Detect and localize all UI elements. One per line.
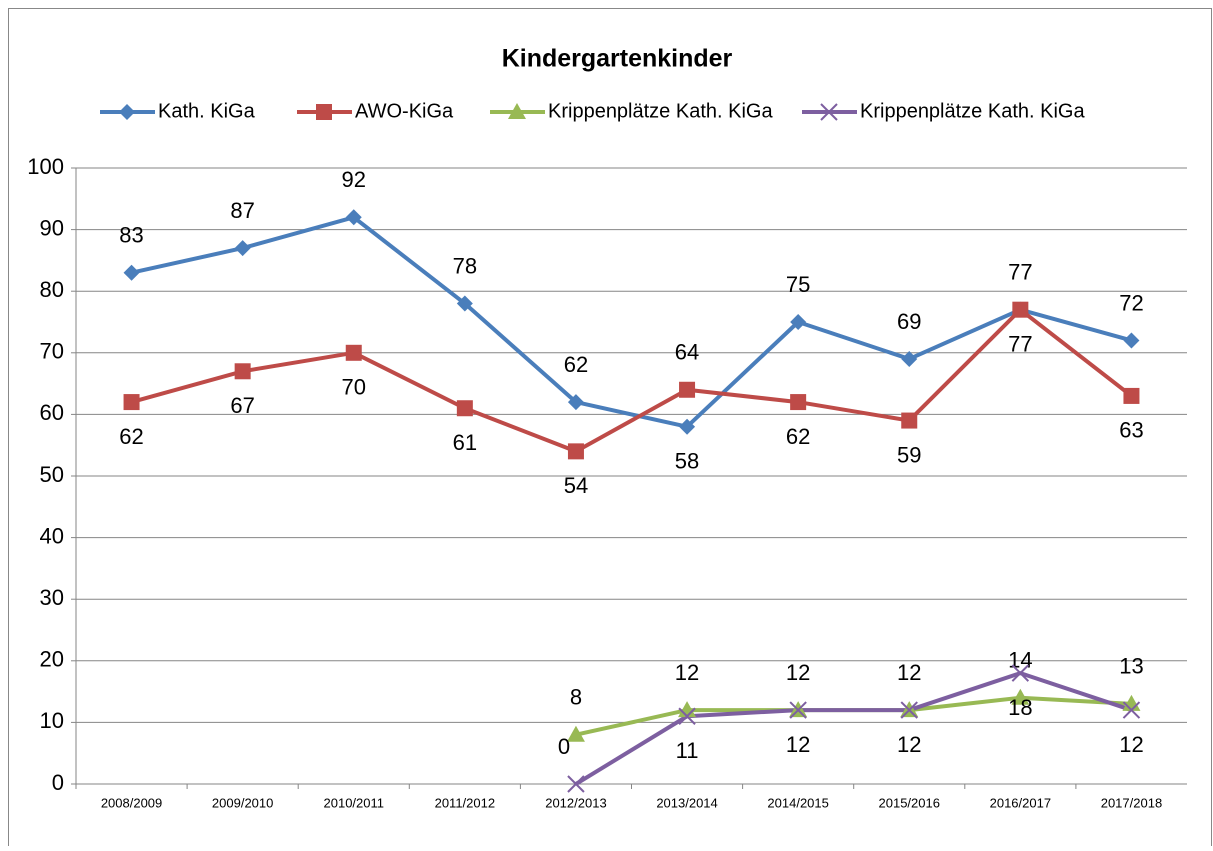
y-tick-label: 100 <box>27 154 64 179</box>
data-label: 70 <box>342 375 366 400</box>
marker <box>567 775 585 793</box>
x-tick-label: 2011/2012 <box>435 795 496 810</box>
marker <box>790 394 807 411</box>
marker <box>789 701 807 719</box>
data-label: 62 <box>564 352 588 377</box>
series-line <box>575 695 1132 737</box>
marker <box>345 209 362 226</box>
data-label: 18 <box>1008 695 1032 720</box>
marker <box>1123 387 1140 404</box>
marker <box>1011 664 1030 682</box>
x-tick-label: 2017/2018 <box>1101 795 1162 810</box>
marker <box>1123 332 1140 349</box>
data-label: 0 <box>558 734 570 759</box>
data-label: 62 <box>786 424 810 449</box>
data-label: 61 <box>453 430 477 455</box>
y-tick-label: 90 <box>40 215 64 240</box>
data-label: 72 <box>1119 290 1143 315</box>
marker <box>119 104 135 120</box>
y-tick-label: 40 <box>40 523 64 548</box>
marker <box>901 350 918 367</box>
y-tick-label: 0 <box>52 770 64 795</box>
data-label: 77 <box>1008 259 1032 284</box>
data-label: 13 <box>1119 654 1143 679</box>
data-label: 12 <box>1119 732 1143 757</box>
legend-label: Krippenplätze Kath. KiGa <box>548 100 773 122</box>
data-label: 58 <box>675 449 699 474</box>
data-label: 62 <box>119 424 143 449</box>
marker <box>456 400 473 417</box>
marker <box>679 381 696 398</box>
marker <box>567 443 584 460</box>
data-label: 69 <box>897 309 921 334</box>
marker <box>234 363 251 380</box>
marker <box>1012 301 1029 318</box>
data-label: 64 <box>675 340 699 365</box>
y-tick-label: 20 <box>40 647 64 672</box>
data-label: 12 <box>897 732 921 757</box>
chart-title: Kindergartenkinder <box>502 45 733 73</box>
data-label: 75 <box>786 272 810 297</box>
legend-label: Kath. KiGa <box>158 100 256 122</box>
legend-label: AWO-KiGa <box>355 100 454 122</box>
marker <box>1011 688 1030 705</box>
data-label: 54 <box>564 473 588 498</box>
marker <box>345 344 362 361</box>
marker <box>567 394 584 411</box>
marker <box>900 701 918 719</box>
x-tick-label: 2010/2011 <box>324 795 385 810</box>
y-tick-label: 70 <box>40 339 64 364</box>
marker <box>316 104 332 120</box>
marker <box>1122 701 1141 719</box>
data-label: 59 <box>897 442 921 467</box>
legend-item: AWO-KiGa <box>297 100 454 122</box>
marker <box>508 103 526 119</box>
data-label: 14 <box>1008 648 1032 673</box>
x-tick-label: 2012/2013 <box>545 795 606 810</box>
data-label: 12 <box>675 660 699 685</box>
x-tick-label: 2014/2015 <box>767 795 828 810</box>
y-tick-label: 30 <box>40 585 64 610</box>
data-label: 12 <box>786 732 810 757</box>
series-line <box>131 307 1133 454</box>
y-tick-label: 60 <box>40 400 64 425</box>
legend-label: Krippenplätze Kath. KiGa <box>860 100 1085 122</box>
marker <box>456 295 473 312</box>
marker <box>790 314 807 330</box>
x-tick-label: 2008/2009 <box>101 795 162 810</box>
marker <box>820 103 838 121</box>
x-tick-label: 2009/2010 <box>212 795 273 810</box>
legend-item: Krippenplätze Kath. KiGa <box>802 100 1085 122</box>
marker <box>123 394 140 411</box>
marker <box>234 240 251 257</box>
data-label: 12 <box>897 660 921 685</box>
data-label: 87 <box>230 198 254 223</box>
data-label: 67 <box>230 393 254 418</box>
data-label: 92 <box>342 167 366 192</box>
y-tick-label: 50 <box>40 462 64 487</box>
data-label: 83 <box>119 223 143 248</box>
marker <box>901 412 918 429</box>
legend-item: Krippenplätze Kath. KiGa <box>490 100 773 122</box>
x-tick-label: 2016/2017 <box>990 795 1051 810</box>
series-line <box>131 215 1132 429</box>
marker <box>679 418 696 435</box>
marker <box>123 264 140 281</box>
chart-border <box>8 8 1212 851</box>
y-tick-label: 80 <box>40 277 64 302</box>
data-label: 77 <box>1008 331 1032 356</box>
data-label: 8 <box>570 685 582 710</box>
x-tick-label: 2015/2016 <box>879 795 940 810</box>
y-tick-label: 10 <box>40 708 64 733</box>
data-label: 63 <box>1119 418 1143 443</box>
legend-item: Kath. KiGa <box>100 100 256 122</box>
data-label: 12 <box>786 660 810 685</box>
marker <box>678 707 696 725</box>
series-line <box>574 671 1133 786</box>
marker <box>566 725 585 742</box>
data-label: 11 <box>676 738 699 763</box>
x-tick-label: 2013/2014 <box>656 795 717 810</box>
data-label: 78 <box>453 253 477 278</box>
